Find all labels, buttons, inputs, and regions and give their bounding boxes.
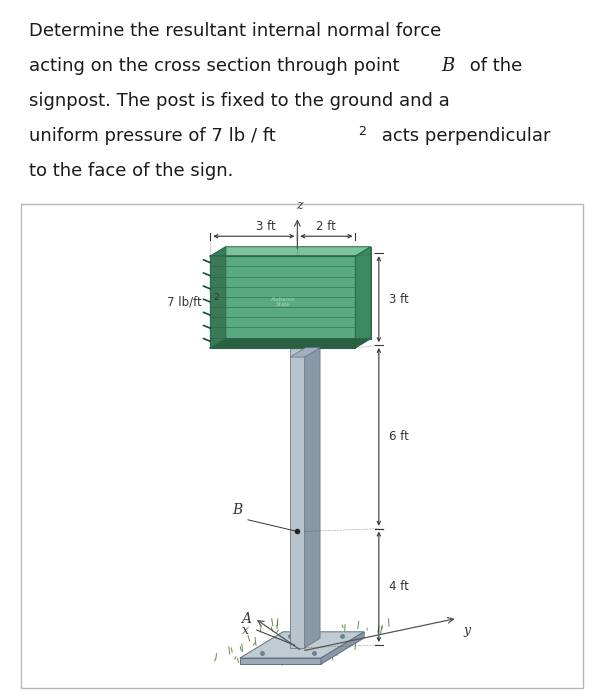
Text: A: A — [241, 612, 251, 626]
Text: z: z — [297, 199, 303, 212]
Polygon shape — [290, 348, 304, 648]
Text: x: x — [242, 624, 249, 637]
Text: B: B — [442, 57, 455, 75]
Polygon shape — [321, 632, 364, 664]
Text: acting on the cross section through point: acting on the cross section through poin… — [28, 57, 405, 75]
Text: 6 ft: 6 ft — [389, 430, 409, 443]
Text: 2: 2 — [358, 125, 366, 138]
Text: signpost. The post is fixed to the ground and a: signpost. The post is fixed to the groun… — [28, 92, 449, 110]
Polygon shape — [240, 658, 321, 664]
Text: to the face of the sign.: to the face of the sign. — [28, 162, 233, 181]
Text: acts perpendicular: acts perpendicular — [376, 127, 550, 145]
Text: 4 ft: 4 ft — [389, 580, 409, 594]
Polygon shape — [240, 632, 364, 658]
Text: 3 ft: 3 ft — [389, 293, 409, 306]
Text: y: y — [463, 624, 471, 637]
Text: 7 lb/ft: 7 lb/ft — [167, 295, 202, 309]
Text: Alabama
State: Alabama State — [271, 297, 295, 307]
Polygon shape — [210, 246, 371, 256]
Text: 3 ft: 3 ft — [255, 220, 275, 233]
Text: Determine the resultant internal normal force: Determine the resultant internal normal … — [28, 22, 441, 40]
Polygon shape — [304, 339, 320, 648]
Polygon shape — [210, 246, 226, 348]
Text: 2 ft: 2 ft — [316, 220, 336, 233]
Text: of the: of the — [464, 57, 522, 75]
Polygon shape — [226, 246, 371, 339]
Polygon shape — [290, 348, 320, 357]
Polygon shape — [210, 256, 355, 348]
Text: 2: 2 — [213, 293, 219, 302]
Text: uniform pressure of 7 lb / ft: uniform pressure of 7 lb / ft — [28, 127, 275, 145]
Polygon shape — [210, 339, 371, 348]
Text: B: B — [232, 503, 242, 517]
Polygon shape — [355, 246, 371, 348]
